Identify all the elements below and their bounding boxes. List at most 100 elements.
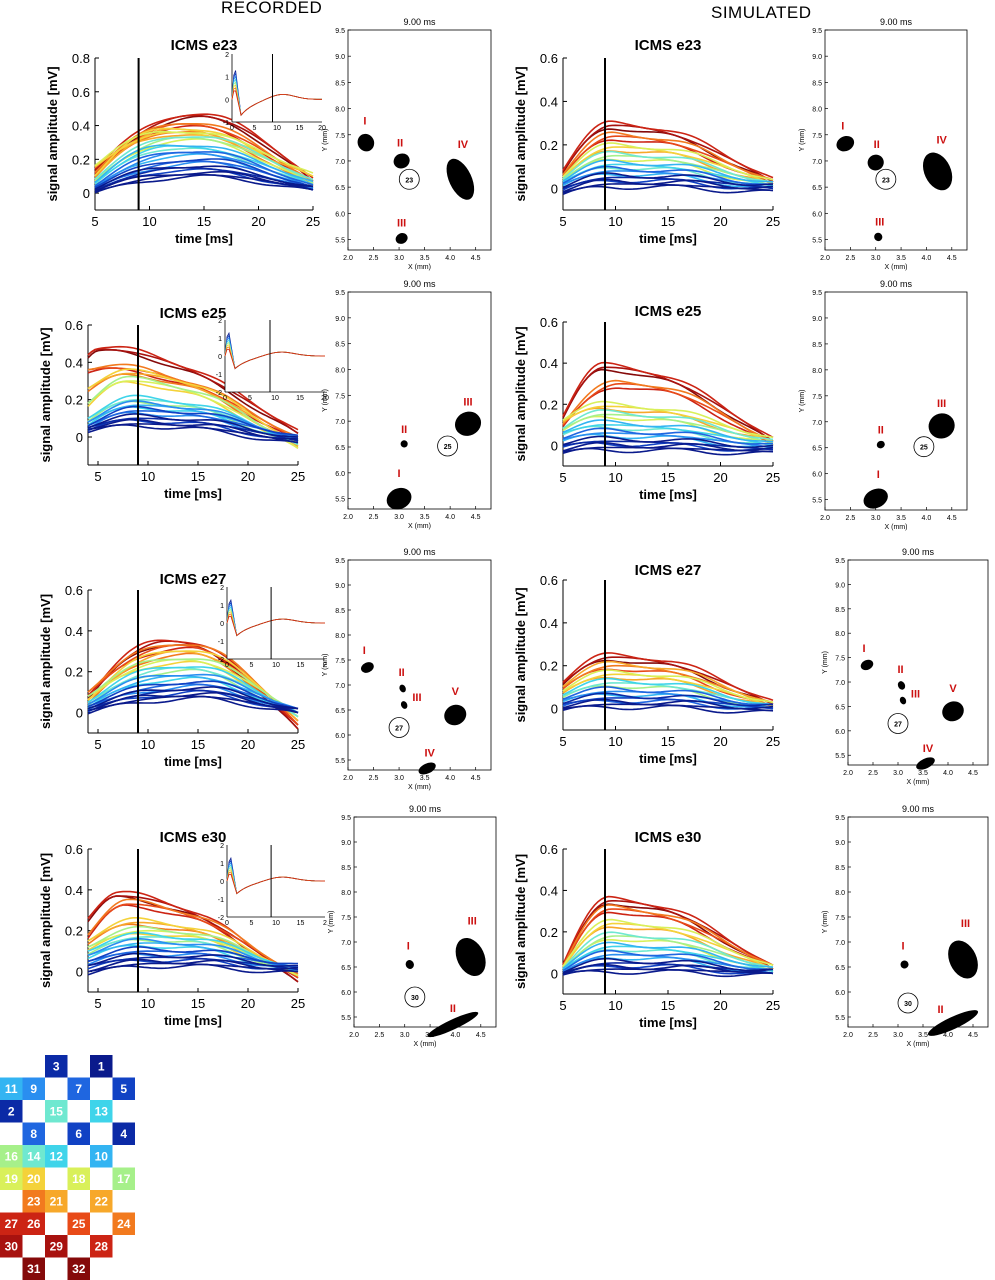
electrode-swatch [22, 1212, 45, 1235]
region-label: I [363, 115, 366, 127]
y-tick-label: 6.0 [335, 733, 345, 740]
y-tick-label: 9.0 [835, 840, 845, 847]
y-tick-label: 0 [551, 702, 558, 717]
electrode-number: 31 [27, 1262, 41, 1276]
x-tick-label: 3.0 [394, 775, 404, 782]
electrode-cell: 12 [45, 1145, 68, 1168]
simulated-header: SIMULATED [711, 3, 812, 22]
inset-x-tick-label: 15 [297, 662, 305, 669]
y-tick-label: 8.5 [812, 342, 822, 349]
x-tick-label: 4.5 [471, 255, 481, 262]
electrode-cell: 18 [67, 1167, 90, 1190]
waveform-chart-2: ICMS e23 5 10 15 20 25 0 0.2 0.4 0.6 time [ms] sign… [513, 37, 780, 246]
inset-y-tick-label: -1 [218, 639, 224, 646]
inset-x-tick-label: 20 [318, 125, 326, 132]
electrode-cell: 8 [22, 1122, 45, 1145]
y-tick-label: 0.6 [540, 573, 558, 588]
waveform-chart-4: ICMS e25 5 10 15 20 25 0 0.2 0.4 0.6 time [ms] sign… [513, 303, 780, 502]
signal-trace [87, 673, 299, 710]
y-tick-label: 0.6 [65, 318, 83, 333]
x-tick-label: 2.0 [820, 515, 830, 522]
x-tick-label: 2.0 [843, 770, 853, 777]
electrode-swatch [112, 1167, 135, 1190]
signal-trace [562, 419, 774, 443]
signal-trace [562, 435, 774, 449]
electrode-swatch [67, 1077, 90, 1100]
inset-x-tick-label: 15 [296, 395, 304, 402]
activation-region: II [427, 1003, 479, 1038]
electrode-number: 24 [117, 1217, 131, 1231]
region-label: I [407, 941, 410, 953]
signal-trace [87, 650, 299, 718]
electrode-cell: 23 [22, 1190, 45, 1213]
x-tick-label: 25 [291, 469, 305, 484]
x-tick-label: 3.5 [896, 255, 906, 262]
y-tick-label: 8.5 [835, 607, 845, 614]
y-tick-label: 6.0 [335, 471, 345, 478]
signal-trace [562, 963, 774, 974]
signal-trace [94, 165, 314, 190]
y-tick-label: 0 [83, 186, 90, 201]
y-tick-label: 9.5 [835, 815, 845, 822]
y-tick-label: 9.5 [812, 290, 822, 297]
electrode-swatch [90, 1100, 113, 1123]
activation-blob [836, 135, 855, 152]
x-tick-label: 15 [661, 470, 675, 485]
region-label: III [937, 398, 946, 410]
x-tick-label: 15 [191, 469, 205, 484]
x-tick-label: 4.5 [471, 514, 481, 521]
y-tick-label: 5.5 [335, 758, 345, 765]
x-axis-label: time [ms] [164, 754, 222, 769]
x-tick-label: 15 [661, 734, 675, 749]
electrode-number: 21 [50, 1194, 64, 1208]
stim-electrode-marker [437, 435, 458, 457]
activation-region: II [876, 425, 885, 449]
y-tick-label: 7.5 [335, 658, 345, 665]
activation-map-7: 9.00 ms2.02.53.03.54.04.55.56.06.57.07.5… [328, 804, 497, 1048]
region-label: I [398, 468, 401, 480]
signal-trace [562, 895, 774, 966]
x-tick-label: 4.5 [968, 1032, 978, 1039]
y-tick-label: 9.0 [812, 54, 822, 61]
activation-blob [897, 681, 906, 690]
activation-region: II [897, 664, 906, 690]
electrode-cell: 9 [22, 1077, 45, 1100]
region-label: III [875, 216, 884, 228]
region-label: IV [936, 135, 947, 147]
activation-blob [357, 133, 375, 152]
signal-trace [562, 692, 774, 707]
activation-blob [899, 696, 907, 705]
region-label: IV [458, 139, 469, 151]
inset-y-tick-label: 2 [218, 318, 222, 325]
x-tick-label: 5 [559, 470, 566, 485]
inset-y-tick-label: 0 [220, 621, 224, 628]
electrode-swatch [22, 1145, 45, 1168]
electrode-number: 11 [5, 1082, 18, 1096]
inset-plot: 0 5 10 15 2 -2 -1 0 1 2 [218, 585, 327, 669]
y-tick-label: 0.6 [540, 51, 558, 66]
electrode-cell: 22 [90, 1190, 113, 1213]
y-tick-label: 0 [551, 438, 558, 453]
electrode-number: 29 [50, 1239, 64, 1253]
stim-electrode-marker [398, 168, 420, 190]
activation-region: III [874, 216, 884, 242]
electrode-cell: 6 [67, 1122, 90, 1145]
waveform-title: ICMS e25 [160, 305, 227, 322]
electrode-number: 10 [95, 1149, 109, 1163]
electrode-swatch [67, 1167, 90, 1190]
electrode-number: 4 [120, 1127, 127, 1141]
electrode-swatch [90, 1235, 113, 1258]
electrode-number: 3 [53, 1059, 60, 1073]
region-label: II [397, 137, 403, 149]
electrode-number: 8 [30, 1127, 37, 1141]
y-tick-label: 0.6 [72, 85, 90, 100]
signal-trace [562, 904, 774, 967]
signal-trace [94, 136, 314, 181]
y-tick-label: 8.5 [341, 865, 351, 872]
signal-trace [562, 427, 773, 445]
electrode-swatch [0, 1145, 23, 1168]
inset-x-tick-label: 0 [225, 662, 229, 669]
signal-trace [562, 677, 774, 706]
inset-x-tick-label: 15 [297, 920, 305, 927]
